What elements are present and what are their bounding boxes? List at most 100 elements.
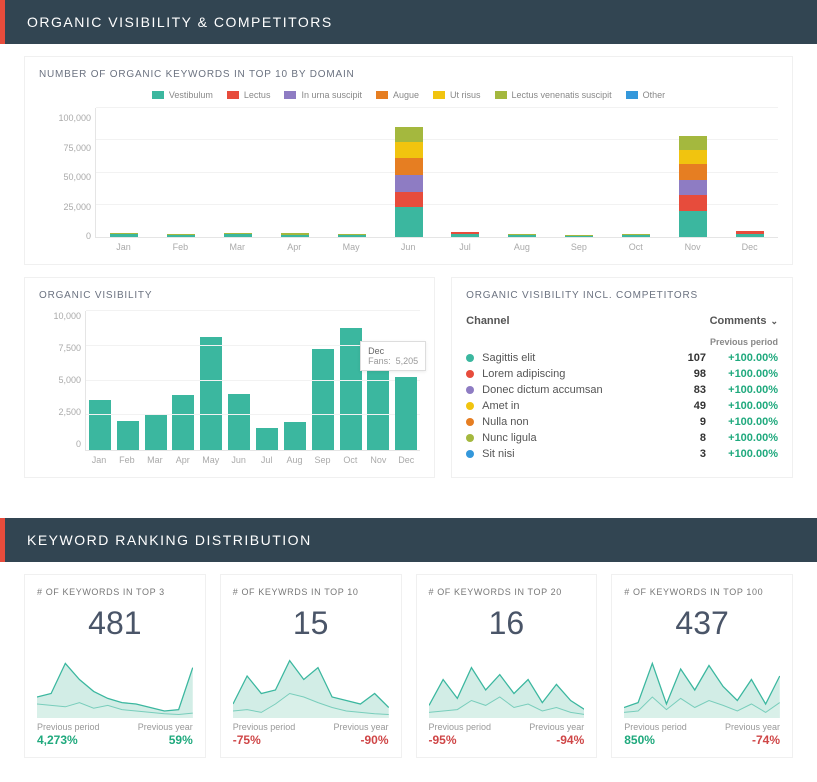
kpi-card: # OF KEYWRDS IN TOP 10 15 Previous period-…	[220, 574, 402, 758]
series-dot-icon	[466, 418, 474, 426]
table-row[interactable]: Sagittis elit107+100.00%	[466, 350, 778, 366]
legend-item[interactable]: Lectus	[227, 90, 271, 100]
row-prev: +100.00%	[706, 448, 778, 460]
prev-period-value: 4,273%	[37, 733, 100, 747]
legend-swatch	[495, 91, 507, 99]
legend-item[interactable]: Vestibulum	[152, 90, 213, 100]
table-row[interactable]: Amet in49+100.00%	[466, 398, 778, 414]
row-value: 83	[666, 384, 706, 396]
row-name: Nulla non	[482, 416, 666, 428]
row-value: 107	[666, 352, 706, 364]
bar-column[interactable]	[721, 231, 778, 237]
bar[interactable]: DecFans: 5,205	[392, 377, 420, 450]
row-name: Sit nisi	[482, 448, 666, 460]
bar-column[interactable]	[96, 233, 153, 237]
prev-period-label: Previous period	[37, 722, 100, 732]
prev-year-label: Previous year	[529, 722, 584, 732]
series-dot-icon	[466, 434, 474, 442]
bar[interactable]	[114, 421, 142, 450]
bar-column[interactable]	[494, 234, 551, 237]
bar[interactable]	[225, 394, 253, 450]
legend-item[interactable]: In urna suscipit	[284, 90, 362, 100]
row-value: 8	[666, 432, 706, 444]
bar-column[interactable]	[153, 234, 210, 237]
kpi-title: # OF KEYWORDS IN TOP 3	[37, 587, 193, 597]
legend-label: In urna suscipit	[301, 90, 362, 100]
legend-item[interactable]: Augue	[376, 90, 419, 100]
kpi-card: # OF KEYWORDS IN TOP 20 16 Previous period…	[416, 574, 598, 758]
table-row[interactable]: Nunc ligula8+100.00%	[466, 430, 778, 446]
row-prev: +100.00%	[706, 384, 778, 396]
col-comments-sort[interactable]: Comments ⌄	[710, 315, 778, 327]
row-prev: +100.00%	[706, 416, 778, 428]
legend-swatch	[376, 91, 388, 99]
bar[interactable]	[86, 400, 114, 450]
legend-swatch	[284, 91, 296, 99]
legend-label: Ut risus	[450, 90, 481, 100]
chart-legend: Vestibulum Lectus In urna suscipit Augue Ut …	[39, 90, 778, 100]
kpi-title: # OF KEYWRDS IN TOP 10	[233, 587, 389, 597]
prev-year-label: Previous year	[725, 722, 780, 732]
kpi-footer: Previous period-75%Previous year-90%	[233, 722, 389, 747]
bar-column[interactable]	[323, 234, 380, 237]
prev-year-value: 59%	[138, 733, 193, 747]
bar-column[interactable]	[551, 235, 608, 237]
sparkline	[233, 648, 389, 718]
prev-period-label: Previous period	[624, 722, 687, 732]
bar-column[interactable]	[266, 233, 323, 237]
y-axis: 100,00075,00050,00025,0000	[39, 108, 91, 236]
bar-column[interactable]	[380, 127, 437, 237]
section-header-visibility: ORGANIC VISIBILITY & COMPETITORS	[0, 0, 817, 44]
table-row[interactable]: Nulla non9+100.00%	[466, 414, 778, 430]
prev-year-value: -94%	[529, 733, 584, 747]
row-name: Sagittis elit	[482, 352, 666, 364]
legend-item[interactable]: Lectus venenatis suscipit	[495, 90, 612, 100]
row-value: 9	[666, 416, 706, 428]
bar[interactable]	[364, 363, 392, 450]
bar[interactable]	[309, 349, 337, 450]
row-name: Amet in	[482, 400, 666, 412]
prev-period-value: 850%	[624, 733, 687, 747]
panel-organic-keywords-chart: NUMBER OF ORGANIC KEYWORDS IN TOP 10 BY …	[24, 56, 793, 265]
row-value: 49	[666, 400, 706, 412]
bar[interactable]	[253, 428, 281, 450]
table-row[interactable]: Lorem adipiscing98+100.00%	[466, 366, 778, 382]
bar[interactable]	[142, 414, 170, 450]
legend-item[interactable]: Ut risus	[433, 90, 481, 100]
row-value: 3	[666, 448, 706, 460]
kpi-value: 15	[233, 605, 389, 642]
section-title: ORGANIC VISIBILITY & COMPETITORS	[27, 14, 333, 30]
bar-column[interactable]	[210, 233, 267, 237]
kpi-title: # OF KEYWORDS IN TOP 20	[429, 587, 585, 597]
prev-year-value: -74%	[725, 733, 780, 747]
table-header: Channel Comments ⌄	[466, 311, 778, 337]
legend-label: Vestibulum	[169, 90, 213, 100]
legend-label: Other	[643, 90, 666, 100]
sparkline	[429, 648, 585, 718]
row-name: Donec dictum accumsan	[482, 384, 666, 396]
bar-column[interactable]	[664, 136, 721, 237]
bar[interactable]	[281, 422, 309, 450]
bar-column[interactable]	[437, 232, 494, 237]
kpi-title: # OF KEYWORDS IN TOP 100	[624, 587, 780, 597]
legend-item[interactable]: Other	[626, 90, 666, 100]
row-value: 98	[666, 368, 706, 380]
chart-tooltip: DecFans: 5,205	[360, 341, 426, 371]
table-row[interactable]: Donec dictum accumsan83+100.00%	[466, 382, 778, 398]
bar[interactable]	[170, 395, 198, 450]
table-row[interactable]: Sit nisi3+100.00%	[466, 446, 778, 462]
kpi-card: # OF KEYWORDS IN TOP 100437Previous peri…	[611, 574, 793, 758]
kpi-footer: Previous period4,273%Previous year59%	[37, 722, 193, 747]
legend-swatch	[626, 91, 638, 99]
prev-period-label: Previous period	[429, 722, 492, 732]
bar-column[interactable]	[607, 234, 664, 237]
row-prev: +100.00%	[706, 432, 778, 444]
chart-plot	[95, 108, 778, 238]
prev-period-value: -75%	[233, 733, 296, 747]
bar[interactable]	[197, 337, 225, 450]
chart-plot: DecFans: 5,205	[85, 311, 420, 451]
row-name: Nunc ligula	[482, 432, 666, 444]
series-dot-icon	[466, 402, 474, 410]
kpi-value: 16	[429, 605, 585, 642]
legend-swatch	[433, 91, 445, 99]
